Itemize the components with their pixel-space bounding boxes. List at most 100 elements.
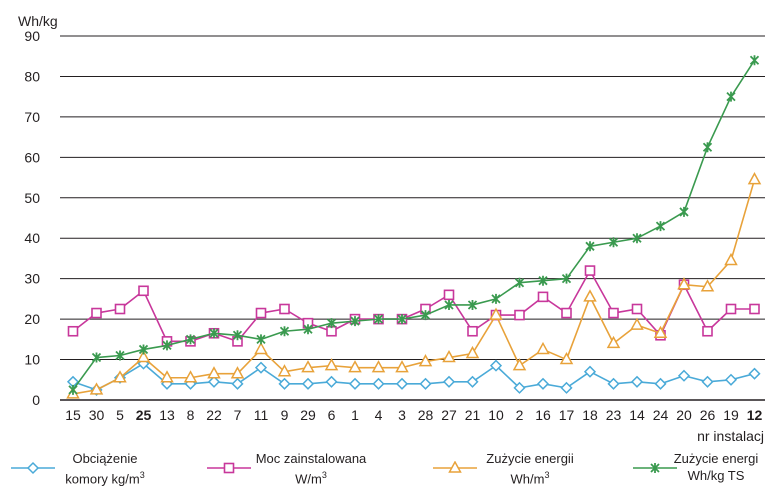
data-point-zuzycie_m3 bbox=[653, 325, 668, 339]
data-point-zuzycie_m3 bbox=[512, 358, 527, 371]
data-point-zuzycie_kg bbox=[91, 352, 102, 363]
legend-label-superscript: 3 bbox=[139, 470, 145, 480]
data-point-zuzycie_m3 bbox=[113, 370, 127, 383]
legend-label-superscript: 3 bbox=[544, 470, 550, 480]
data-point-obciazenie bbox=[395, 377, 409, 390]
x-tick-label: 8 bbox=[187, 407, 195, 423]
y-axis-ticks: 0 10 20 30 40 50 60 70 80 90 bbox=[24, 28, 40, 408]
data-point-zuzycie_kg bbox=[444, 299, 454, 310]
data-point-zuzycie_m3 bbox=[700, 279, 715, 292]
data-point-zuzycie_m3 bbox=[677, 277, 691, 290]
data-point-obciazenie bbox=[207, 375, 221, 388]
y-tick-label: 20 bbox=[24, 311, 40, 327]
data-point-zuzycie_m3 bbox=[371, 360, 386, 373]
data-point-zuzycie_m3 bbox=[630, 317, 644, 330]
x-tick-label: 22 bbox=[206, 407, 222, 423]
data-point-zuzycie_m3 bbox=[747, 172, 762, 185]
legend-label-line1: Obciążenie bbox=[72, 451, 138, 466]
data-point-obciazenie bbox=[560, 381, 573, 394]
data-point-obciazenie bbox=[372, 377, 385, 390]
data-point-zuzycie_kg bbox=[679, 206, 689, 217]
data-point-zuzycie_m3 bbox=[207, 366, 221, 379]
x-tick-label: 28 bbox=[418, 407, 434, 423]
legend-label-line2: komory kg/m3 bbox=[65, 470, 145, 487]
data-point-moc bbox=[631, 303, 643, 315]
x-tick-label: 30 bbox=[89, 407, 105, 423]
legend-label-zuzycie_kg: Zużycie energi Wh/kg TS bbox=[646, 450, 765, 484]
data-point-obciazenie bbox=[442, 375, 456, 388]
series-layer bbox=[66, 55, 762, 399]
data-point-zuzycie_m3 bbox=[254, 341, 268, 355]
data-point-zuzycie_m3 bbox=[418, 354, 433, 367]
series-line-obciazenie bbox=[72, 362, 755, 391]
legend-label-line1: Zużycie energii bbox=[486, 451, 574, 466]
legend-swatch-zuzycie_kg bbox=[633, 463, 677, 473]
data-point-obciazenie bbox=[724, 373, 738, 386]
x-axis-label: nr instalacj bbox=[697, 428, 764, 444]
data-point-zuzycie_kg bbox=[256, 334, 266, 345]
x-tick-label: 25 bbox=[136, 407, 152, 423]
series-zuzycie_m3 bbox=[66, 172, 762, 399]
legend-label-obciazenie: Obciążenie komory kg/m3 bbox=[35, 450, 175, 487]
x-tick-label: 1 bbox=[351, 407, 359, 423]
data-point-obciazenie bbox=[325, 375, 338, 388]
data-point-obciazenie bbox=[630, 375, 644, 388]
data-point-zuzycie_kg bbox=[350, 316, 360, 327]
series-obciazenie bbox=[66, 357, 761, 396]
y-tick-label: 70 bbox=[24, 109, 40, 125]
data-point-obciazenie bbox=[301, 377, 315, 390]
data-point-obciazenie bbox=[278, 377, 291, 390]
x-tick-label: 6 bbox=[328, 407, 336, 423]
data-point-zuzycie_kg bbox=[561, 273, 572, 284]
data-point-zuzycie_kg bbox=[655, 221, 666, 232]
x-tick-label: 11 bbox=[254, 407, 269, 423]
data-point-zuzycie_kg bbox=[185, 334, 196, 345]
x-tick-label: 7 bbox=[234, 407, 242, 423]
data-point-obciazenie bbox=[748, 367, 761, 380]
data-point-zuzycie_kg bbox=[585, 241, 595, 252]
series-line-zuzycie_kg bbox=[72, 59, 756, 391]
data-point-moc bbox=[584, 265, 596, 276]
data-point-zuzycie_m3 bbox=[489, 307, 503, 320]
x-tick-label: 27 bbox=[441, 407, 457, 423]
legend-swatch-zuzycie_m3 bbox=[433, 461, 477, 473]
data-point-zuzycie_m3 bbox=[277, 364, 292, 377]
data-point-zuzycie_m3 bbox=[536, 341, 550, 355]
y-tick-label: 30 bbox=[24, 271, 40, 287]
data-point-moc bbox=[514, 309, 525, 321]
x-tick-label: 19 bbox=[723, 407, 739, 423]
legend-marker-moc bbox=[223, 462, 235, 474]
legend-marker-zuzycie_kg bbox=[650, 463, 660, 473]
x-tick-label: 2 bbox=[516, 407, 524, 423]
data-point-zuzycie_m3 bbox=[724, 252, 738, 266]
x-tick-label: 18 bbox=[582, 407, 598, 423]
legend-label-line2: Wh/kg TS bbox=[687, 468, 745, 483]
data-point-obciazenie bbox=[231, 377, 244, 390]
data-point-obciazenie bbox=[607, 377, 620, 390]
data-point-zuzycie_kg bbox=[632, 233, 642, 244]
data-point-obciazenie bbox=[348, 377, 362, 390]
legend-label-line2: W/m3 bbox=[295, 470, 327, 487]
series-line-zuzycie_m3 bbox=[72, 179, 756, 395]
data-point-zuzycie_m3 bbox=[301, 360, 315, 373]
series-moc bbox=[67, 265, 760, 347]
data-point-moc bbox=[255, 307, 267, 319]
x-tick-label: 24 bbox=[653, 407, 669, 423]
x-tick-label: 10 bbox=[488, 407, 504, 423]
data-point-zuzycie_kg bbox=[702, 142, 713, 153]
data-point-zuzycie_m3 bbox=[89, 382, 104, 395]
legend-label-line1: Zużycie energi bbox=[673, 451, 759, 466]
data-point-obciazenie bbox=[489, 359, 503, 372]
data-point-moc bbox=[749, 303, 760, 315]
data-point-zuzycie_kg bbox=[232, 330, 243, 341]
data-point-zuzycie_m3 bbox=[348, 360, 362, 373]
data-point-zuzycie_kg bbox=[303, 324, 313, 335]
data-point-zuzycie_m3 bbox=[583, 289, 597, 302]
legend-label-moc: Moc zainstalowana W/m3 bbox=[241, 450, 381, 487]
data-point-zuzycie_kg bbox=[491, 293, 501, 304]
data-point-moc bbox=[443, 289, 455, 301]
legend-swatch-obciazenie bbox=[11, 461, 55, 475]
x-tick-label: 9 bbox=[281, 407, 289, 423]
legend-swatch-moc bbox=[207, 462, 251, 474]
